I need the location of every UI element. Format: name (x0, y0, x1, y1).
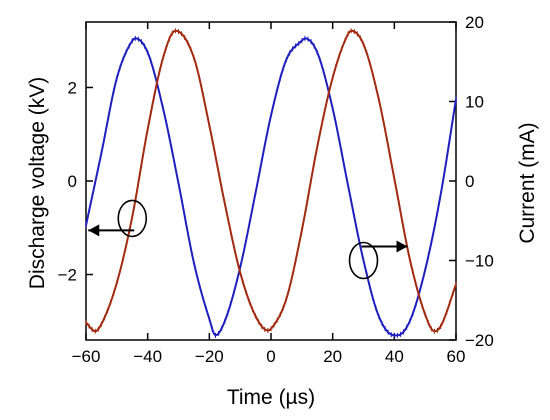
indicator-arrow-head (396, 240, 408, 253)
y-left-axis-ticks: −2 0 2 (58, 78, 93, 285)
x-tick-label: 40 (385, 347, 404, 366)
series-1-line (85, 37, 457, 337)
x-tick-label: 0 (266, 347, 275, 366)
x-tick-label: −60 (72, 347, 101, 366)
x-tick-label: 20 (323, 347, 342, 366)
series-2-line (85, 29, 457, 333)
x-tick-label: −40 (133, 347, 162, 366)
x-axis-ticks: −60 −40 −20 0 20 40 60 (72, 22, 466, 366)
indicator-circle (348, 241, 379, 280)
y-left-axis-title: Discharge voltage (kV) (26, 77, 49, 289)
y-left-tick-label: 2 (68, 78, 77, 97)
y-right-tick-label: 0 (465, 172, 474, 191)
y-right-tick-label: 10 (465, 93, 484, 112)
y-right-tick-label: −20 (465, 331, 494, 350)
y-right-axis-ticks: −20 −10 0 10 20 (449, 13, 494, 350)
x-axis-title: Time (µs) (227, 386, 315, 409)
y-right-axis-title: Current (mA) (516, 122, 539, 243)
annotation-layer (88, 199, 408, 280)
y-left-tick-label: −2 (58, 266, 77, 285)
x-tick-label: −20 (195, 347, 224, 366)
axis-indicator-left (88, 199, 148, 238)
series-1 (85, 35, 457, 338)
indicator-arrow-head (88, 224, 100, 237)
x-tick-label: 60 (447, 347, 466, 366)
series-2 (85, 28, 457, 334)
series-layer (85, 28, 457, 338)
y-right-tick-label: 20 (465, 13, 484, 32)
plot-frame (85, 21, 457, 341)
indicator-circle (117, 199, 148, 238)
y-right-tick-label: −10 (465, 252, 494, 271)
axis-indicator-right (348, 240, 408, 280)
y-left-tick-label: 0 (68, 172, 77, 191)
